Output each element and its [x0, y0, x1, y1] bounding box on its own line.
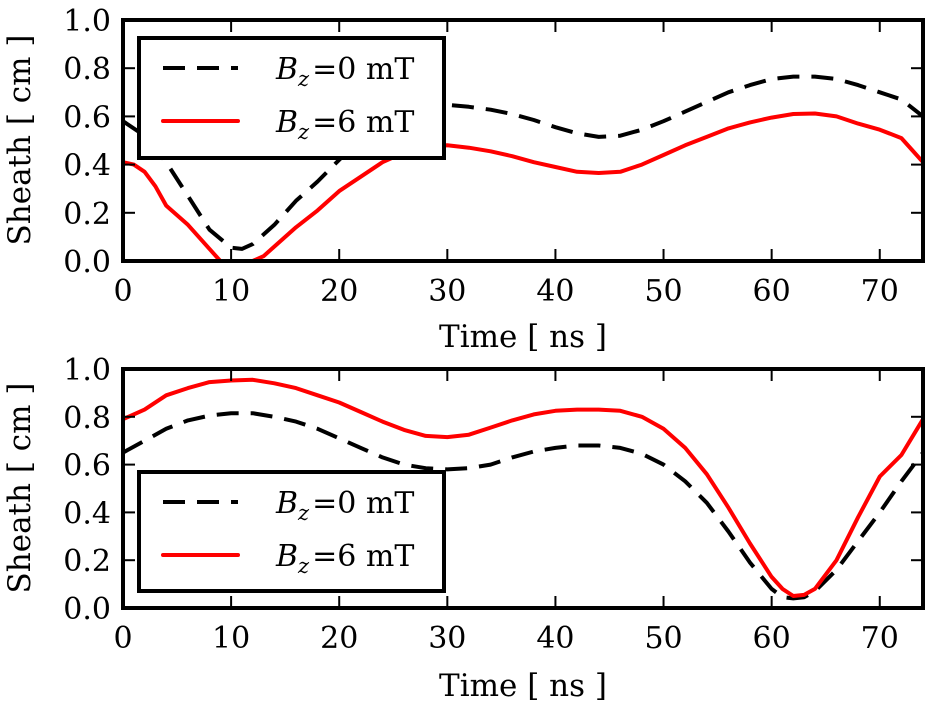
- bottom-series-bz6: [123, 377, 923, 598]
- bottom-plot-frame: [121, 367, 925, 610]
- top-ytick-label: 0.8: [63, 52, 111, 87]
- top-xtick-label: 20: [320, 274, 358, 309]
- top-legend-label-bz6: Bz =6 mT: [275, 105, 414, 144]
- top-series-bz6: [123, 111, 923, 261]
- bottom-legend-box: [137, 470, 446, 593]
- bottom-ytick-label: 0.0: [63, 592, 111, 627]
- top-xtick-label: 30: [428, 274, 466, 309]
- top-x-axis-label: Time [ ns ]: [439, 319, 607, 355]
- top-tick-labels: 0 10 20 30 40 50 60 70 0.0 0.2 0.4 0.6 0.8 1.0: [63, 4, 899, 309]
- top-xtick-label: 10: [212, 274, 250, 309]
- top-xtick-label: 40: [536, 274, 574, 309]
- top-ytick-label: 0.4: [63, 149, 111, 184]
- bottom-y-axis-label: Sheath [ cm ]: [2, 383, 38, 594]
- chart-top: 0 10 20 30 40 50 60 70 0.0 0.2 0.4 0.6 0.8 1.0 Time […: [2, 4, 925, 355]
- bottom-legend-label-bz0: Bz =0 mT: [275, 486, 414, 525]
- top-ytick-label: 0.0: [63, 245, 111, 280]
- top-legend-label-bz0: Bz =0 mT: [275, 52, 414, 91]
- bottom-xtick-label: 50: [644, 621, 682, 656]
- bottom-legend: Bz =0 mT Bz =6 mT: [137, 470, 446, 593]
- bottom-tick-labels: 0 10 20 30 40 50 60 70 0.0 0.2 0.4 0.6 0.8 1.0: [63, 353, 899, 656]
- bottom-ytick-label: 0.2: [63, 544, 111, 579]
- bottom-xtick-label: 0: [113, 621, 132, 656]
- bottom-ytick-label: 0.6: [63, 449, 111, 484]
- top-plot-series: [123, 74, 923, 261]
- top-series-bz0: [123, 74, 923, 251]
- bottom-xtick-label: 30: [428, 621, 466, 656]
- top-ytick-label: 0.6: [63, 100, 111, 135]
- chart-bottom: 0 10 20 30 40 50 60 70 0.0 0.2 0.4 0.6 0.8 1.0 Time […: [2, 353, 925, 704]
- top-legend: Bz =0 mT Bz =6 mT: [137, 36, 446, 160]
- bottom-xtick-label: 10: [212, 621, 250, 656]
- top-legend-box: [137, 36, 446, 160]
- top-y-axis-label: Sheath [ cm ]: [2, 35, 38, 246]
- bottom-legend-label-bz6: Bz =6 mT: [275, 539, 414, 578]
- top-xtick-label: 0: [113, 274, 132, 309]
- bottom-xtick-label: 20: [320, 621, 358, 656]
- bottom-series-bz0: [123, 411, 923, 601]
- bottom-ytick-label: 1.0: [63, 353, 111, 388]
- top-ytick-label: 1.0: [63, 4, 111, 39]
- top-ytick-label: 0.2: [63, 197, 111, 232]
- bottom-ytick-label: 0.8: [63, 401, 111, 436]
- top-xtick-label: 60: [753, 274, 791, 309]
- top-plot-frame: [121, 18, 925, 263]
- bottom-plot-series: [123, 377, 923, 601]
- top-xtick-label: 70: [861, 274, 899, 309]
- bottom-x-axis-label: Time [ ns ]: [439, 668, 607, 704]
- top-xtick-label: 50: [644, 274, 682, 309]
- bottom-xtick-label: 40: [536, 621, 574, 656]
- bottom-xtick-label: 60: [753, 621, 791, 656]
- bottom-ytick-label: 0.4: [63, 496, 111, 531]
- bottom-xtick-label: 70: [861, 621, 899, 656]
